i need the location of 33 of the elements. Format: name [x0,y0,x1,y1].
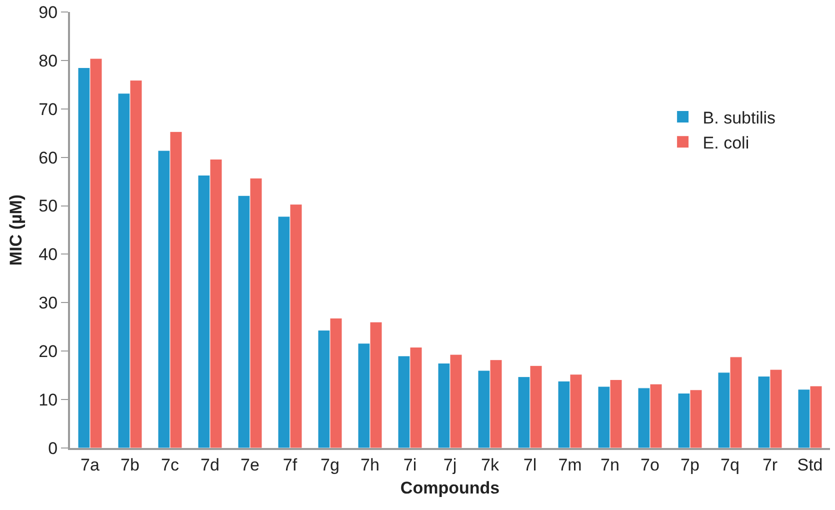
x-tick-label: 7p [680,455,700,474]
y-tick-label: 20 [38,342,58,362]
x-tick-label: 7m [558,455,582,474]
x-tick-label: 7n [600,455,620,474]
x-axis-title: Compounds [400,478,500,498]
legend-label: E. coli [702,133,750,152]
x-tick-label: 7q [720,455,740,474]
y-axis-title: MIC (µM) [6,194,26,266]
x-tick-label: 7g [320,455,340,474]
x-tick-label: 7j [443,455,457,474]
x-tick-label: 7a [80,455,100,474]
x-tick-label: 7f [282,455,298,474]
x-tick-label: Std [797,455,823,474]
y-tick-label: 70 [38,100,58,119]
x-tick-label: 7i [403,455,417,474]
x-tick-label: 7c [161,455,180,474]
y-tick-label: 90 [38,2,58,22]
x-tick-label: 7b [120,455,140,474]
legend-label: B. subtilis [702,108,776,128]
y-tick-label: 50 [38,196,58,216]
x-tick-label: 7h [360,455,380,474]
y-tick-label: 60 [38,148,58,168]
y-tick-label: 40 [38,245,58,264]
x-tick-label: 7e [240,455,260,474]
y-tick-label: 0 [48,438,58,458]
x-tick-label: 7l [523,455,537,474]
x-tick-label: 7d [200,455,220,474]
y-tick-label: 30 [38,294,58,313]
x-tick-label: 7o [640,455,660,474]
y-tick-label: 80 [38,51,58,70]
x-tick-label: 7k [481,455,500,474]
x-tick-label: 7r [762,455,778,474]
y-tick-label: 10 [38,390,58,410]
